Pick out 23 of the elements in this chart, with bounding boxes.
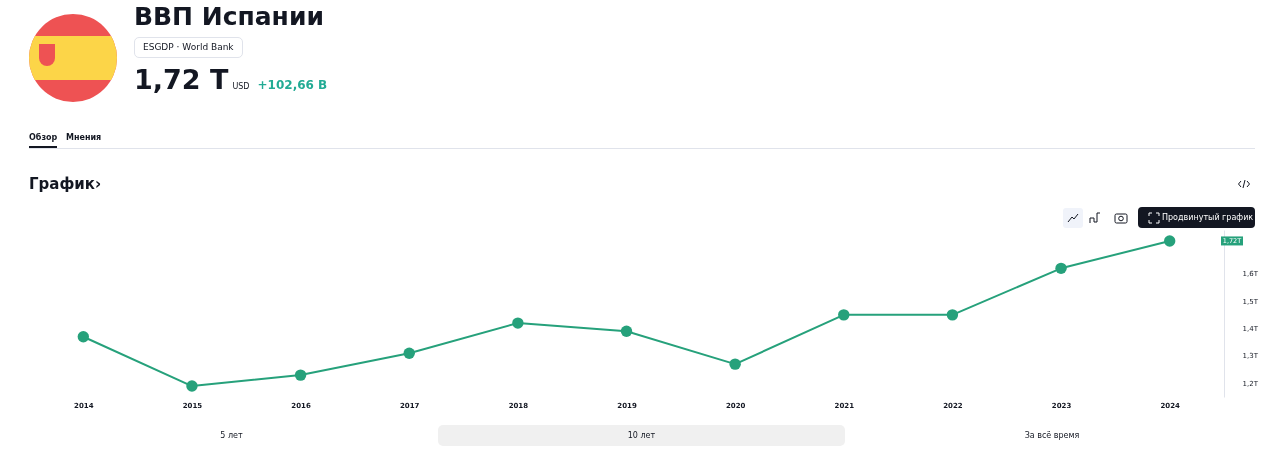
point xyxy=(1163,235,1176,247)
text: 10 лет xyxy=(438,425,845,446)
text: +102,66 B xyxy=(257,78,328,92)
text: 1,72 T xyxy=(134,64,229,95)
point xyxy=(403,347,415,359)
point xyxy=(946,309,959,321)
text: Мнения xyxy=(66,133,102,142)
text: 5 лет xyxy=(219,430,244,442)
point xyxy=(729,358,741,370)
chart-title: ВВП Испании xyxy=(134,2,324,31)
text: За всё время xyxy=(1023,430,1081,442)
text: Продвинутый график xyxy=(1162,213,1254,222)
point xyxy=(186,380,198,392)
chart-subtitle: ESGDP · World Bank xyxy=(134,37,243,58)
point xyxy=(294,369,307,381)
text: График› xyxy=(29,175,102,193)
point xyxy=(1055,262,1067,275)
point xyxy=(512,317,524,329)
text: Обзор xyxy=(29,133,58,148)
point xyxy=(77,331,90,343)
point xyxy=(620,325,633,337)
text: USD xyxy=(232,82,250,91)
point xyxy=(838,309,850,321)
